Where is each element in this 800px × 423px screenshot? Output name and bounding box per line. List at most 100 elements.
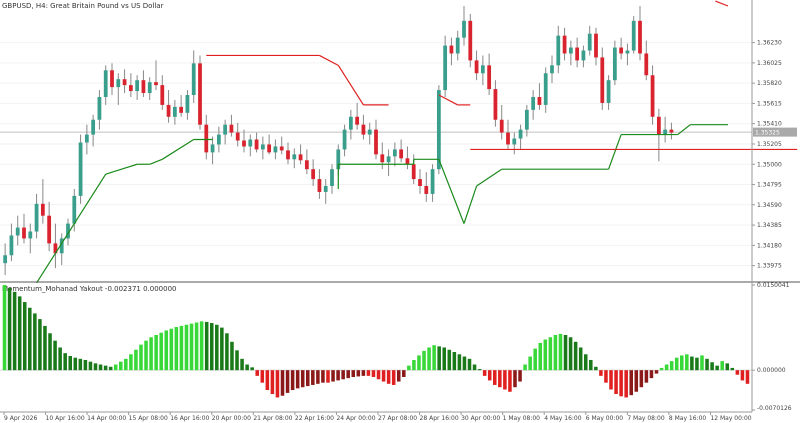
candlestick (254, 132, 259, 153)
candle-body (594, 33, 598, 58)
time-axis-label: 12 May 00:00 (710, 415, 751, 422)
momentum-bar (351, 370, 356, 377)
momentum-bar (194, 322, 199, 371)
candle-body (9, 235, 14, 256)
candlestick (22, 213, 26, 244)
candlestick (644, 40, 649, 81)
price-panel[interactable]: GBPUSD, H4: Great Britain Pound vs US Do… (0, 0, 798, 284)
candle-body (223, 124, 228, 135)
momentum-bar (290, 370, 295, 391)
momentum-bar (740, 370, 745, 381)
momentum-bar (285, 370, 290, 393)
candle-body (619, 47, 624, 54)
candle-body (260, 144, 265, 150)
price-axis-label: 1.35410 (757, 121, 782, 128)
candle-body (531, 96, 536, 110)
momentum-bar (493, 370, 497, 385)
candlestick (116, 73, 121, 105)
momentum-bar (710, 362, 714, 371)
candlestick (619, 37, 624, 60)
momentum-bar (68, 355, 72, 371)
candle-body (210, 144, 215, 153)
candlestick (386, 149, 391, 177)
support-segment (608, 134, 622, 170)
candlestick (59, 233, 64, 266)
momentum-bar (685, 354, 689, 371)
candle-body (160, 85, 165, 105)
momentum-bar (63, 353, 67, 371)
candlestick (342, 124, 347, 157)
candle-body (273, 146, 278, 153)
candle-body (267, 144, 272, 153)
candle-body (78, 142, 83, 196)
candlestick (405, 146, 410, 170)
momentum-bar (538, 342, 543, 371)
momentum-bar (184, 324, 189, 371)
indicator-panel[interactable]: Momentum_Mohanad Yakout -0.002371 0.0000… (0, 285, 752, 398)
momentum-bar (437, 346, 441, 371)
candle-body (638, 20, 642, 54)
momentum-bar (669, 361, 674, 371)
momentum-bar (674, 357, 679, 371)
time-axis-label: 6 May 00:00 (586, 415, 624, 422)
candlestick (304, 149, 309, 175)
candle-body (229, 124, 234, 133)
momentum-bar (639, 370, 644, 388)
price-axis-label: 1.35205 (757, 141, 782, 148)
candlestick (568, 40, 573, 66)
indicator-axis[interactable]: 0.0150041 0.000000 -0.0070126 (752, 282, 792, 412)
candle-body (135, 80, 140, 92)
candle-body (286, 150, 290, 160)
momentum-bar (53, 340, 57, 371)
candle-body (355, 116, 360, 125)
candlestick (531, 90, 536, 120)
momentum-bar (275, 370, 280, 398)
candlestick (330, 164, 334, 194)
price-axis-label: 1.35000 (757, 161, 782, 168)
time-axis-label: 21 Apr 08:00 (253, 415, 292, 422)
momentum-bar (103, 365, 108, 371)
candle-body (242, 140, 246, 147)
momentum-bar (553, 334, 558, 371)
support-segment (476, 168, 503, 187)
candle-body (625, 50, 630, 54)
candle-body (468, 20, 473, 61)
candle-body (550, 65, 554, 74)
candle-body (298, 154, 303, 161)
momentum-bar (12, 291, 17, 371)
candle-body (40, 203, 45, 216)
candle-body (606, 80, 611, 103)
candle-body (304, 160, 309, 170)
momentum-bar (462, 356, 467, 371)
candlestick (286, 142, 290, 165)
candle-body (28, 231, 33, 239)
momentum-bar (583, 354, 588, 371)
momentum-bar (179, 325, 184, 371)
momentum-bar (265, 370, 270, 391)
candle-body (487, 65, 492, 90)
price-axis[interactable]: 1.36230 1.36025 1.35820 1.35615 1.35410 1.352… (752, 40, 782, 270)
candle-body (424, 186, 429, 194)
candle-body (392, 149, 397, 157)
candle-body (72, 195, 77, 224)
candlestick (518, 124, 523, 150)
momentum-bar (73, 357, 78, 371)
candlestick (317, 169, 322, 199)
candlestick (487, 53, 492, 96)
momentum-bar (720, 361, 724, 371)
candle-body (493, 89, 498, 120)
support-segment (161, 139, 195, 160)
time-axis[interactable]: 9 Apr 2026 10 Apr 16:00 14 Apr 00:00 15 Apr… (3, 412, 752, 422)
candle-body (405, 158, 410, 165)
momentum-bar (270, 370, 275, 395)
candle-body (512, 138, 517, 145)
candle-body (330, 169, 334, 187)
time-axis-label: 24 Apr 00:00 (336, 415, 375, 422)
candlestick (581, 45, 586, 68)
candle-body (348, 116, 353, 130)
candle-body (449, 45, 454, 54)
candle-body (66, 223, 70, 239)
candle-body (235, 132, 240, 141)
candlestick (172, 99, 177, 125)
